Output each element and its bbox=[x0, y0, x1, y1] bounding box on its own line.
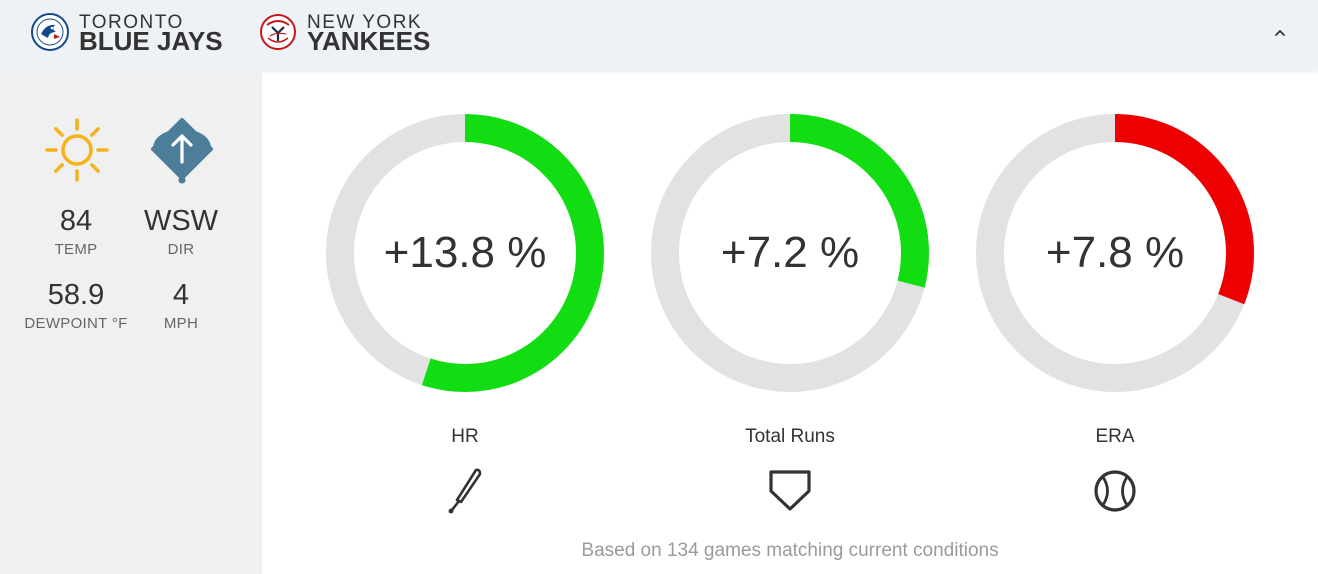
dewpoint-value: 58.9 bbox=[47, 279, 105, 311]
yankees-logo-icon bbox=[260, 14, 296, 50]
bat-icon bbox=[448, 468, 482, 514]
home-plate-icon bbox=[769, 470, 811, 511]
sample-size-footnote: Based on 134 games matching current cond… bbox=[581, 540, 999, 561]
era-gauge: +7.8 % bbox=[974, 112, 1256, 394]
weather-panel: 84 TEMP WSW DIR 58.9 DEWPOINT °F 4 MPH bbox=[0, 70, 262, 574]
matchup-header: TORONTO BLUE JAYS NEW YORK YANKEES bbox=[0, 0, 1318, 70]
dewpoint-label: DEWPOINT °F bbox=[24, 315, 128, 332]
home-team-city: NEW YORK bbox=[307, 12, 423, 33]
total-runs-label: Total Runs bbox=[745, 426, 835, 447]
hr-value: +13.8 % bbox=[383, 228, 547, 277]
wind-speed-label: MPH bbox=[163, 315, 199, 332]
temp-value: 84 bbox=[59, 205, 93, 237]
sun-icon bbox=[45, 118, 109, 182]
wind-direction-value: WSW bbox=[143, 205, 219, 237]
blue-jays-logo-icon bbox=[31, 13, 69, 51]
away-team-city: TORONTO bbox=[79, 12, 184, 33]
metrics-panel: +13.8 % +7.2 % +7.8 % HR Total Runs ERA bbox=[262, 70, 1318, 574]
hr-gauge-fill bbox=[326, 114, 604, 392]
total-runs-gauge: +7.2 % bbox=[649, 112, 931, 394]
home-team-name: YANKEES bbox=[307, 26, 431, 56]
hr-label: HR bbox=[451, 426, 479, 447]
wind-direction-label: DIR bbox=[167, 241, 195, 258]
hr-gauge: +13.8 % bbox=[324, 112, 606, 394]
away-team-name: BLUE JAYS bbox=[79, 26, 223, 56]
era-gauge-fill bbox=[976, 114, 1254, 392]
wind-direction-icon bbox=[151, 118, 213, 184]
era-label: ERA bbox=[1095, 426, 1135, 447]
temp-label: TEMP bbox=[54, 241, 98, 258]
wind-speed-value: 4 bbox=[172, 279, 190, 311]
baseball-icon bbox=[1094, 470, 1136, 512]
era-value: +7.8 % bbox=[1045, 228, 1185, 277]
total-runs-gauge-fill bbox=[651, 114, 929, 392]
total-runs-value: +7.2 % bbox=[720, 228, 860, 277]
chevron-up-icon[interactable] bbox=[1270, 22, 1290, 42]
